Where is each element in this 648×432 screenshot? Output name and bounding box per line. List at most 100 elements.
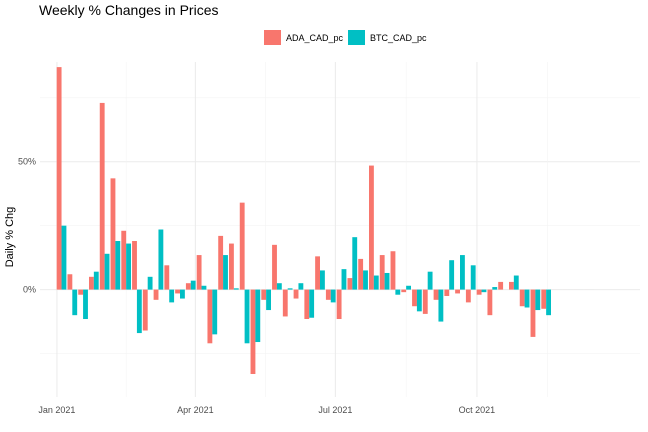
bar-btc-cad-pc <box>524 289 530 308</box>
bar-btc-cad-pc <box>438 289 444 322</box>
bar-ada-cad-pc <box>487 289 493 316</box>
bar-ada-cad-pc <box>476 289 482 295</box>
bar-ada-cad-pc <box>67 274 73 290</box>
y-tick-label: 0% <box>23 285 36 295</box>
bar-btc-cad-pc <box>352 237 358 290</box>
chart-title: Weekly % Changes in Prices <box>39 2 218 18</box>
bar-ada-cad-pc <box>509 281 514 290</box>
bar-btc-cad-pc <box>212 289 218 335</box>
bar-btc-cad-pc <box>223 255 228 290</box>
bar-btc-cad-pc <box>449 260 455 290</box>
bar-ada-cad-pc <box>261 289 267 300</box>
bar-btc-cad-pc <box>513 275 519 290</box>
bar-ada-cad-pc <box>218 235 224 290</box>
bar-btc-cad-pc <box>244 289 250 344</box>
legend-swatch-ada <box>264 30 281 45</box>
bar-btc-cad-pc <box>266 289 271 311</box>
grid <box>40 62 640 397</box>
bar-btc-cad-pc <box>416 289 422 312</box>
bar-ada-cad-pc <box>412 289 417 307</box>
bar-ada-cad-pc <box>530 289 536 337</box>
bar-btc-cad-pc <box>341 269 347 290</box>
bar-ada-cad-pc <box>465 289 471 303</box>
bar-btc-cad-pc <box>481 289 487 293</box>
bar-ada-cad-pc <box>358 258 364 290</box>
bar-ada-cad-pc <box>272 244 277 290</box>
bar-btc-cad-pc <box>61 225 67 290</box>
bar-btc-cad-pc <box>320 270 325 290</box>
bar-ada-cad-pc <box>142 289 148 331</box>
bar-btc-cad-pc <box>470 265 476 290</box>
legend-label-ada: ADA_CAD_pc <box>286 33 344 43</box>
bar-btc-cad-pc <box>298 283 304 290</box>
bar-ada-cad-pc <box>132 241 137 290</box>
bar-btc-cad-pc <box>309 289 315 318</box>
bar-ada-cad-pc <box>541 289 547 309</box>
bar-ada-cad-pc <box>455 289 460 294</box>
bar-ada-cad-pc <box>99 102 105 290</box>
x-axis-ticks: Jan 2021 Apr 2021 Jul 2021 Oct 2021 <box>38 405 495 415</box>
bar-ada-cad-pc <box>390 251 396 290</box>
bar-btc-cad-pc <box>535 289 541 311</box>
bar-btc-cad-pc <box>233 288 239 290</box>
bars <box>56 67 595 374</box>
bar-btc-cad-pc <box>427 271 433 290</box>
bar-ada-cad-pc <box>229 243 234 290</box>
bar-btc-cad-pc <box>287 288 293 290</box>
bar-btc-cad-pc <box>93 271 99 290</box>
bar-ada-cad-pc <box>444 289 450 296</box>
bar-ada-cad-pc <box>379 255 385 290</box>
bar-ada-cad-pc <box>78 289 84 295</box>
bar-ada-cad-pc <box>519 289 525 307</box>
bar-ada-cad-pc <box>401 289 407 293</box>
bar-ada-cad-pc <box>282 289 288 317</box>
bar-btc-cad-pc <box>126 243 131 290</box>
bar-btc-cad-pc <box>460 255 465 290</box>
bar-ada-cad-pc <box>185 283 191 290</box>
y-axis-label: Daily % Chg <box>4 207 16 268</box>
bar-btc-cad-pc <box>373 275 379 290</box>
bar-btc-cad-pc <box>255 289 261 343</box>
bar-ada-cad-pc <box>498 281 504 290</box>
bar-btc-cad-pc <box>115 241 121 290</box>
bar-btc-cad-pc <box>190 280 196 290</box>
bar-btc-cad-pc <box>546 289 551 316</box>
bar-btc-cad-pc <box>330 289 336 303</box>
bar-ada-cad-pc <box>422 289 428 314</box>
bar-btc-cad-pc <box>492 287 498 290</box>
bar-ada-cad-pc <box>336 289 342 320</box>
bar-btc-cad-pc <box>384 272 390 290</box>
bar-ada-cad-pc <box>56 67 62 290</box>
bar-ada-cad-pc <box>110 178 116 290</box>
y-tick-label: 50% <box>18 157 36 167</box>
bar-ada-cad-pc <box>304 289 310 320</box>
legend-label-btc: BTC_CAD_pc <box>370 33 427 43</box>
bar-btc-cad-pc <box>83 289 88 320</box>
bar-ada-cad-pc <box>347 278 353 290</box>
bar-ada-cad-pc <box>433 289 439 300</box>
x-tick-label: Oct 2021 <box>459 405 496 415</box>
bar-btc-cad-pc <box>395 289 401 295</box>
bar-ada-cad-pc <box>121 230 127 290</box>
bar-btc-cad-pc <box>147 276 153 290</box>
bar-btc-cad-pc <box>158 229 164 290</box>
bar-btc-cad-pc <box>276 283 282 290</box>
bar-btc-cad-pc <box>406 285 411 290</box>
bar-ada-cad-pc <box>325 289 331 300</box>
bar-btc-cad-pc <box>201 285 207 290</box>
legend: ADA_CAD_pc BTC_CAD_pc <box>264 30 427 45</box>
y-axis-ticks: 0% 50% <box>18 157 36 295</box>
legend-swatch-btc <box>348 30 365 45</box>
x-tick-label: Jan 2021 <box>38 405 75 415</box>
bar-ada-cad-pc <box>250 289 256 374</box>
x-tick-label: Apr 2021 <box>177 405 214 415</box>
bar-ada-cad-pc <box>239 202 245 290</box>
bar-ada-cad-pc <box>315 256 320 290</box>
bar-ada-cad-pc <box>89 276 94 290</box>
bar-ada-cad-pc <box>369 165 374 290</box>
bar-btc-cad-pc <box>72 289 78 316</box>
bar-ada-cad-pc <box>175 289 180 294</box>
bar-btc-cad-pc <box>363 270 368 290</box>
bar-ada-cad-pc <box>164 265 170 290</box>
